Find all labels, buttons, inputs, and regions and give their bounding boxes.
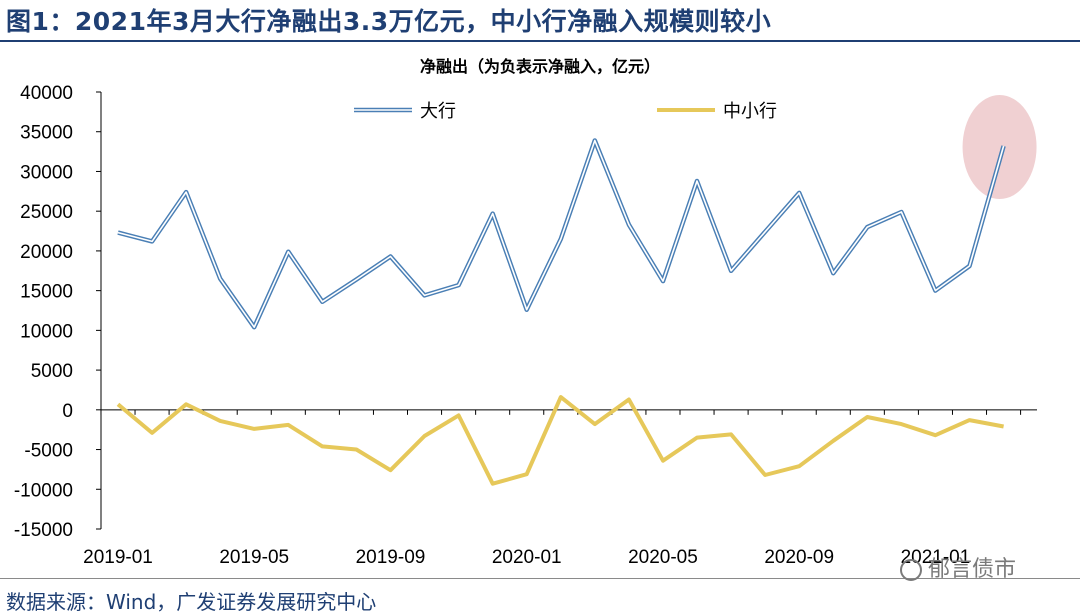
y-tick-label: 10000: [20, 321, 73, 342]
bottom-rule: [0, 578, 1080, 579]
x-tick-label: 2020-01: [492, 547, 562, 568]
series-line-daxing: [117, 138, 1006, 330]
y-tick-label: 20000: [20, 242, 73, 263]
watermark-text: 郁言债市: [928, 557, 1017, 582]
series-line-daxing-core: [117, 139, 1005, 329]
legend: 大行 中小行: [354, 101, 777, 122]
x-tick-label: 2019-01: [83, 547, 153, 568]
chart-title: 净融出（为负表示净融入，亿元）: [420, 57, 660, 76]
legend-label: 大行: [420, 101, 456, 122]
y-tick-label: 0: [62, 401, 73, 422]
axes: 40000 35000 30000 25000 20000 15000 10000 5000 0…: [14, 83, 1037, 568]
figure-title: 图1：2021年3月大行净融出3.3万亿元，中小行净融入规模则较小: [6, 7, 772, 36]
line-chart: 净融出（为负表示净融入，亿元） 大行 中小行 40000 35000 30000 250…: [14, 57, 1037, 568]
source-note: 数据来源：Wind，广发证券发展研究中心: [6, 590, 377, 614]
series-layer: [116, 95, 1037, 486]
y-tick-label: 5000: [31, 361, 73, 382]
y-tick-label: 15000: [20, 282, 73, 303]
x-tick-label: 2020-05: [628, 547, 698, 568]
legend-label: 中小行: [723, 101, 777, 122]
x-tick-label: 2020-09: [764, 547, 834, 568]
title-rule: [0, 40, 1080, 42]
y-tick-label: -15000: [14, 520, 73, 541]
highlight-ellipse: [962, 95, 1037, 200]
x-tick-label: 2019-05: [219, 547, 289, 568]
y-tick-label: 40000: [20, 83, 73, 104]
y-tick-label: 30000: [20, 162, 73, 183]
y-tick-label: 35000: [20, 123, 73, 144]
watermark: 郁言债市: [900, 551, 1016, 583]
x-tick-label: 2019-09: [356, 547, 426, 568]
y-tick-label: 25000: [20, 202, 73, 223]
y-tick-label: -10000: [14, 480, 73, 501]
series-line-zhongxiaohang: [116, 395, 1004, 486]
wechat-icon: [900, 559, 922, 581]
y-tick-label: -5000: [24, 441, 73, 462]
